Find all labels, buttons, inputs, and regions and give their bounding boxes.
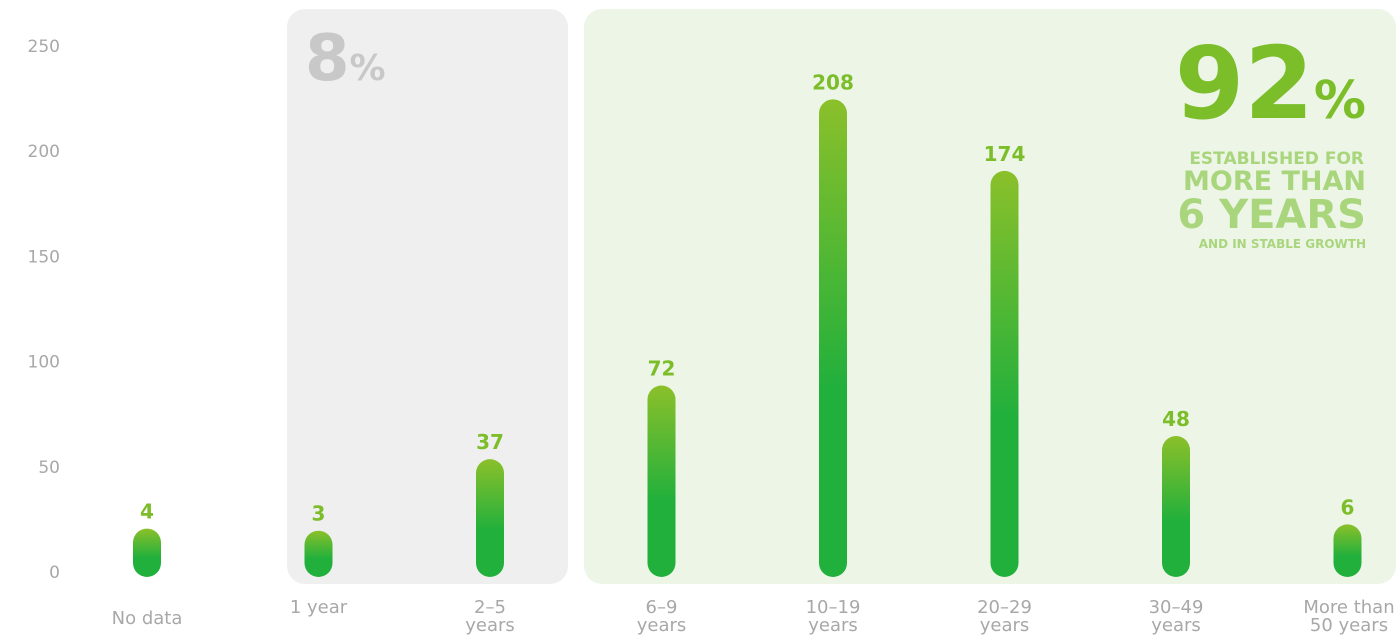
x-tick-label: 6–9 years bbox=[636, 597, 687, 636]
bar bbox=[304, 530, 333, 577]
x-tick-label: 1 year bbox=[289, 597, 348, 618]
caption-line: AND IN STABLE GROWTH bbox=[1199, 237, 1366, 251]
x-tick-label: 20–29 years bbox=[977, 597, 1032, 636]
x-tick-label: More than 50 years bbox=[1303, 597, 1395, 636]
x-tick-label: 30–49 years bbox=[1148, 597, 1204, 636]
right-percent: 92% bbox=[1175, 25, 1366, 142]
caption-line: MORE THAN bbox=[1183, 166, 1366, 197]
caption-line: ESTABLISHED FOR bbox=[1189, 149, 1364, 169]
left-percent: 8% bbox=[305, 22, 386, 96]
bar bbox=[819, 99, 847, 578]
panel-short bbox=[287, 9, 568, 584]
panel-established bbox=[584, 9, 1396, 584]
y-tick-label: 150 bbox=[28, 247, 60, 267]
value-label: 3 bbox=[312, 502, 326, 526]
caption-line: 6 YEARS bbox=[1177, 192, 1366, 238]
y-tick-label: 200 bbox=[28, 142, 60, 162]
bar bbox=[990, 170, 1019, 578]
left-number: 8 bbox=[305, 22, 350, 96]
value-label: 208 bbox=[812, 70, 854, 94]
x-tick-label: 2–5 years bbox=[465, 597, 515, 636]
bar bbox=[476, 459, 504, 577]
y-tick-label: 250 bbox=[28, 37, 60, 57]
right-number: 92 bbox=[1175, 25, 1314, 142]
value-label: 72 bbox=[648, 357, 676, 381]
value-label: 37 bbox=[476, 430, 504, 454]
value-label: 48 bbox=[1162, 407, 1190, 431]
y-tick-label: 0 bbox=[49, 563, 60, 583]
right-unit: % bbox=[1314, 71, 1366, 131]
bar bbox=[133, 528, 161, 577]
value-label: 4 bbox=[140, 500, 154, 524]
y-tick-label: 50 bbox=[38, 458, 60, 478]
y-tick-label: 100 bbox=[28, 353, 60, 373]
right-caption: ESTABLISHED FOR MORE THAN 6 YEARS AND IN… bbox=[1177, 149, 1366, 251]
value-label: 6 bbox=[1341, 495, 1355, 519]
value-label: 174 bbox=[984, 142, 1026, 166]
x-tick-label: No data bbox=[111, 608, 183, 629]
x-tick-label: 10–19 years bbox=[805, 597, 861, 636]
left-unit: % bbox=[350, 48, 386, 89]
bar bbox=[647, 385, 676, 577]
bar bbox=[1162, 436, 1190, 577]
bar bbox=[1333, 524, 1362, 577]
